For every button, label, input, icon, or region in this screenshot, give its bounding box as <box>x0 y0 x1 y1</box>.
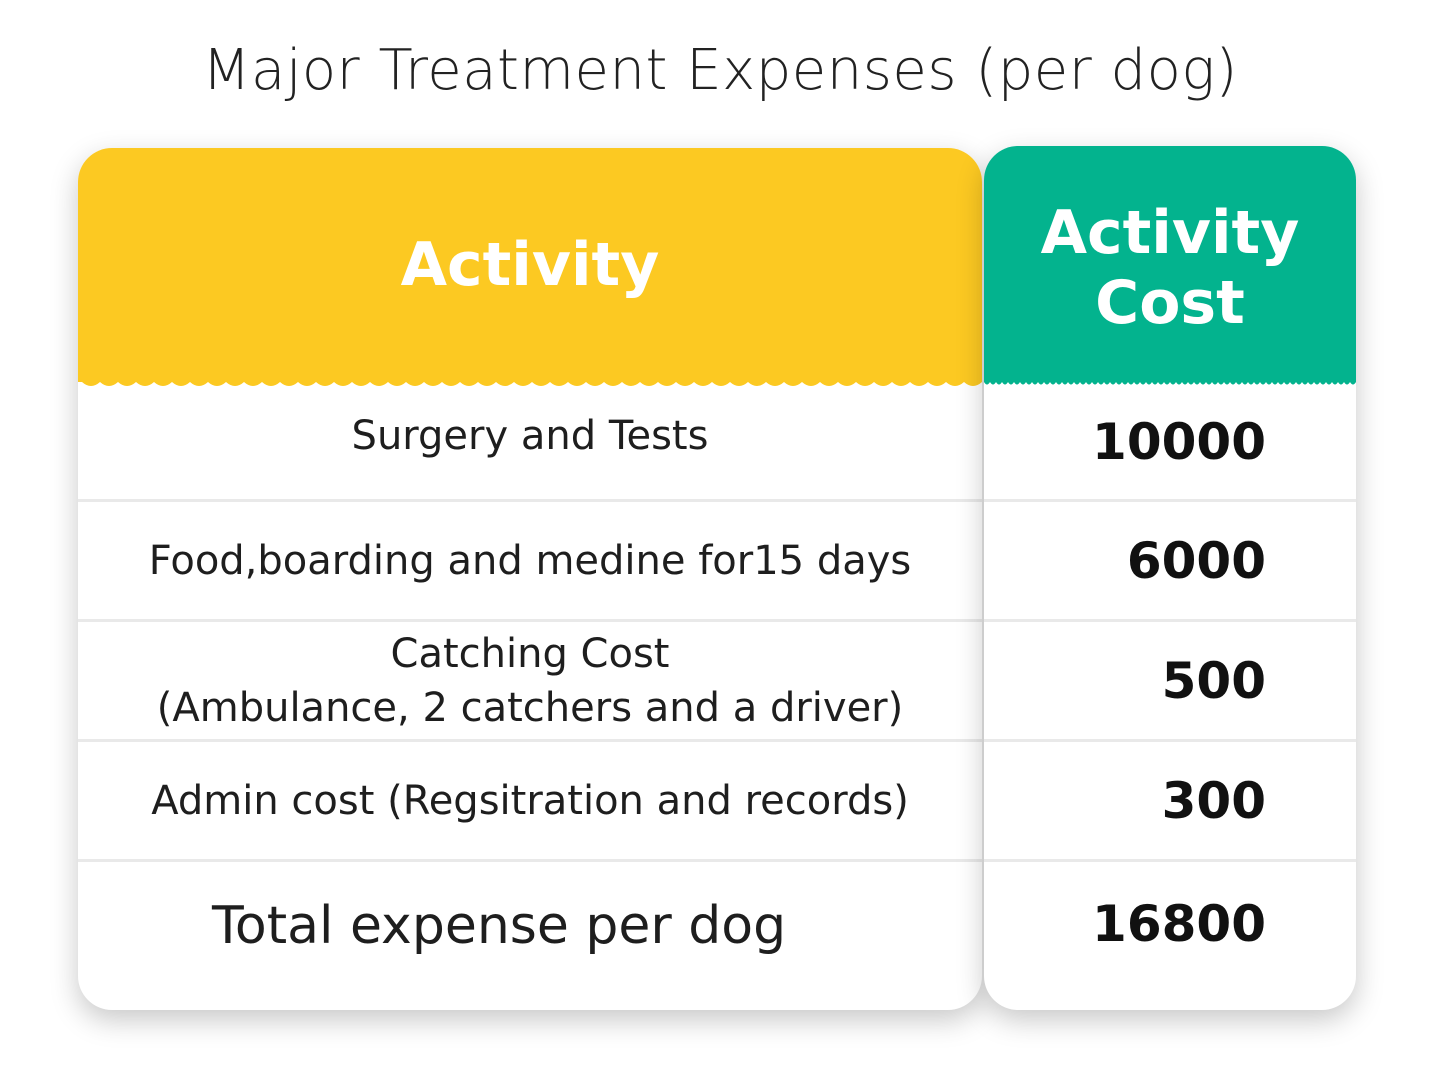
cost-cell: 300 <box>1161 771 1266 830</box>
total-value: 16800 <box>1092 895 1266 953</box>
cost-column: Activity Cost 10000 6000 500 300 16800 <box>984 146 1356 1010</box>
table-row: 10000 <box>984 384 1356 502</box>
activity-header-label: Activity <box>400 230 660 300</box>
activity-cell: Admin cost (Regsitration and records) <box>151 777 909 824</box>
cost-cell: 10000 <box>1092 412 1266 471</box>
activity-cell-line: Catching Cost <box>390 630 670 677</box>
table-row: Admin cost (Regsitration and records) <box>78 742 982 862</box>
table-row: Catching Cost (Ambulance, 2 catchers and… <box>78 622 982 742</box>
page-title: Major Treatment Expenses (per dog) <box>202 38 1238 103</box>
activity-header: Activity <box>78 148 982 382</box>
activity-cell: Food,boarding and medine for15 days <box>148 537 912 584</box>
activity-cell-line: (Ambulance, 2 catchers and a driver) <box>156 684 904 731</box>
cost-cell: 500 <box>1161 651 1266 710</box>
table-row: 500 <box>984 622 1356 742</box>
activity-cell: Surgery and Tests <box>351 412 709 459</box>
activity-column: Activity Surgery and Tests Food,boarding… <box>78 148 982 1010</box>
table-row: Surgery and Tests <box>78 384 982 502</box>
total-row: Total expense per dog <box>78 862 982 1010</box>
cost-header: Activity Cost <box>984 146 1356 382</box>
cost-header-line: Activity <box>1040 198 1300 268</box>
cost-header-label: Activity Cost <box>984 198 1356 338</box>
activity-header-wave <box>78 374 982 386</box>
cost-header-wave <box>984 376 1356 385</box>
cost-cell: 6000 <box>1126 531 1266 590</box>
total-label: Total expense per dog <box>212 896 787 956</box>
table-row: 300 <box>984 742 1356 862</box>
activity-cell: Catching Cost (Ambulance, 2 catchers and… <box>157 627 903 735</box>
table-row: 6000 <box>984 502 1356 622</box>
table-row: Food,boarding and medine for15 days <box>78 502 982 622</box>
cost-header-line: Cost <box>1095 268 1245 338</box>
total-row: 16800 <box>984 862 1356 1010</box>
